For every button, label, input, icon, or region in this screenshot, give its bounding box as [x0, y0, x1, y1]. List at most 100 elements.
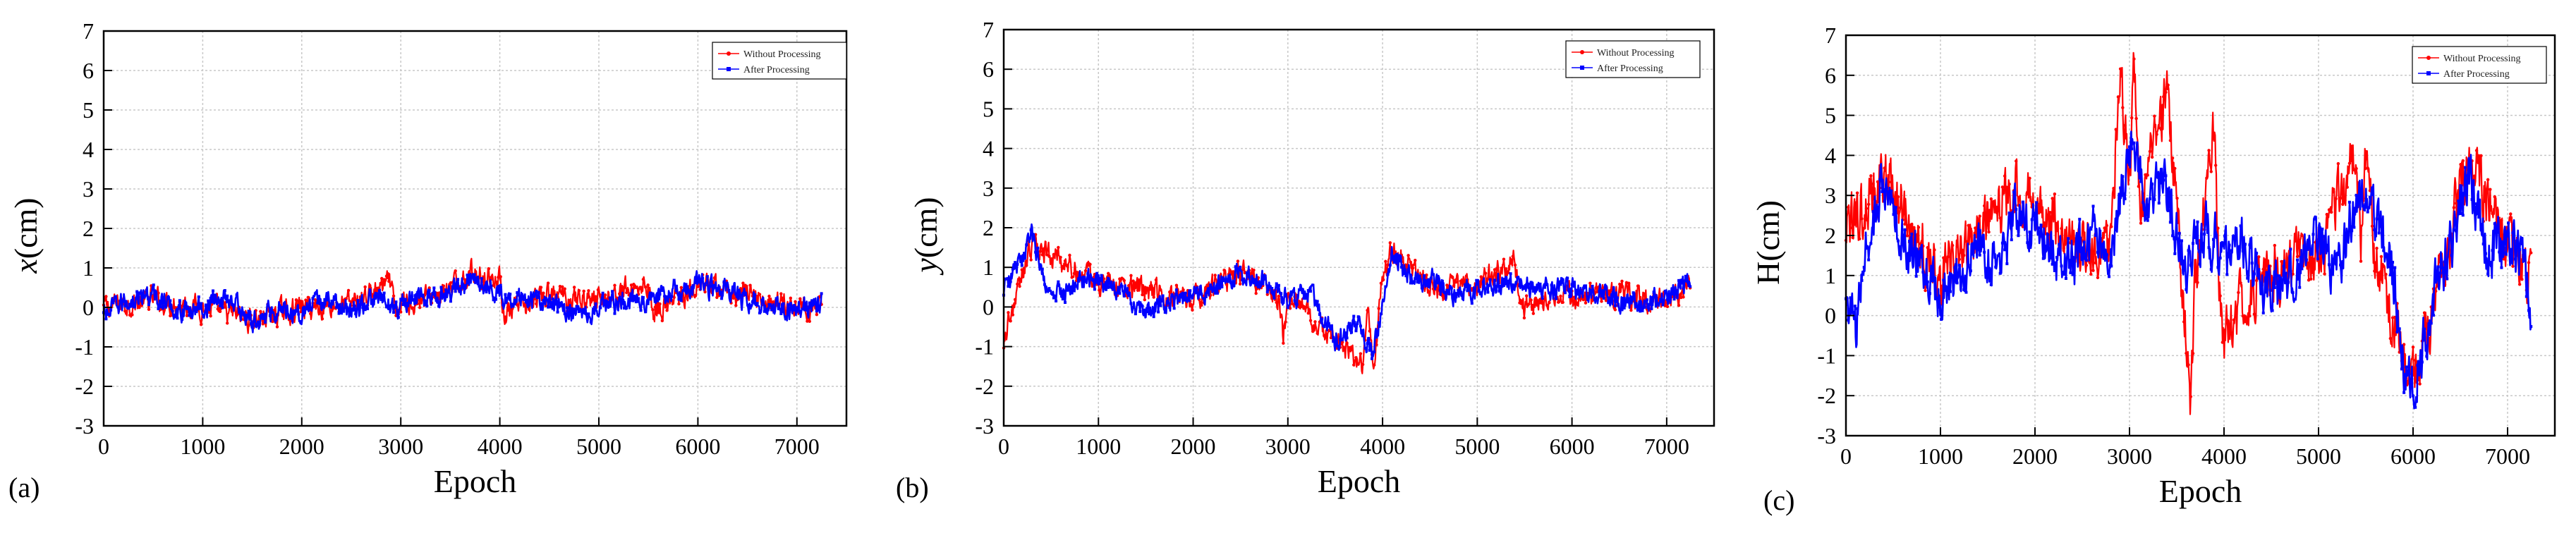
data-point — [1928, 256, 1932, 259]
data-point — [271, 319, 274, 324]
data-point — [1643, 305, 1646, 309]
data-point — [1316, 331, 1319, 336]
data-point — [126, 306, 129, 310]
data-point — [2347, 161, 2352, 165]
data-point — [1996, 209, 2000, 213]
data-point — [2345, 232, 2349, 235]
data-point — [808, 301, 811, 305]
data-point — [273, 308, 277, 312]
data-point — [2436, 265, 2440, 269]
data-point — [2350, 145, 2354, 148]
data-point — [2402, 391, 2406, 394]
data-point — [2472, 174, 2477, 178]
data-point — [1157, 310, 1160, 314]
data-point — [1256, 285, 1260, 288]
data-point — [2234, 310, 2238, 314]
y-tick-label: 7 — [1825, 23, 1836, 48]
data-point — [1111, 284, 1114, 288]
data-point — [618, 296, 621, 300]
legend-marker — [1580, 50, 1584, 54]
data-point — [658, 293, 662, 296]
data-point — [1313, 320, 1317, 324]
data-point — [1095, 271, 1099, 275]
data-point — [679, 286, 684, 290]
data-point — [2246, 316, 2249, 319]
data-point — [1129, 302, 1133, 305]
data-point — [2332, 258, 2335, 262]
data-point — [582, 307, 585, 311]
data-point — [1964, 290, 1968, 294]
data-point — [216, 307, 219, 311]
data-point — [2211, 238, 2215, 241]
data-point — [2155, 133, 2158, 136]
data-point — [190, 315, 193, 319]
data-point — [2096, 276, 2100, 279]
data-point — [634, 286, 638, 290]
data-point — [247, 310, 250, 313]
data-point — [679, 299, 683, 302]
y-tick-label: -1 — [75, 334, 94, 360]
data-point — [2502, 251, 2505, 255]
data-point — [1382, 298, 1385, 302]
data-point — [2196, 281, 2199, 284]
data-point — [1429, 276, 1433, 280]
data-point — [435, 298, 438, 302]
chart-c-svg: 0 1000 2000 3000 4000 5000 6000 7000 -3 -2 -1 0 1 2 3 4… — [1750, 23, 2556, 509]
data-point — [2205, 176, 2209, 180]
data-point — [1559, 283, 1562, 286]
data-point — [494, 280, 498, 283]
data-point — [2395, 330, 2399, 333]
data-point — [2398, 327, 2401, 331]
data-point — [727, 288, 731, 292]
y-axis-title: H(cm) — [1750, 200, 1786, 285]
data-point — [1994, 209, 1998, 213]
data-point — [1395, 252, 1399, 256]
data-point — [1280, 292, 1283, 295]
x-tick-label: 5000 — [1454, 434, 1500, 459]
data-point — [1522, 287, 1526, 290]
data-point — [323, 298, 327, 301]
data-point — [316, 301, 320, 305]
data-point — [577, 289, 581, 293]
data-point — [418, 306, 422, 310]
data-point — [1186, 296, 1190, 300]
data-point — [563, 287, 566, 290]
data-point — [677, 302, 681, 306]
y-tick-label: 5 — [83, 97, 94, 123]
data-point — [1464, 283, 1467, 286]
data-point — [660, 319, 664, 323]
data-point — [1174, 283, 1179, 287]
data-point — [1545, 303, 1549, 307]
data-point — [285, 312, 288, 316]
data-point — [2207, 149, 2211, 152]
data-point — [2157, 126, 2161, 130]
series-line — [1845, 51, 2532, 415]
data-point — [2332, 190, 2335, 194]
data-point — [382, 291, 386, 295]
data-point — [2304, 258, 2308, 262]
data-point — [119, 299, 122, 302]
data-point — [109, 308, 113, 312]
data-point — [249, 322, 253, 326]
data-point — [2252, 312, 2256, 316]
data-point — [1899, 245, 1902, 248]
data-point — [1575, 288, 1579, 292]
data-point — [734, 304, 738, 307]
data-point — [2446, 277, 2449, 281]
data-point — [1241, 278, 1244, 281]
data-point — [2334, 197, 2338, 201]
data-point — [665, 309, 669, 312]
data-point — [1996, 254, 2000, 257]
data-point — [2362, 204, 2365, 207]
data-point — [1211, 288, 1215, 292]
data-point — [1018, 255, 1021, 259]
data-point — [451, 286, 455, 290]
data-point — [2007, 212, 2011, 215]
data-point — [1869, 242, 1873, 245]
data-point — [1862, 266, 1866, 269]
data-point — [1338, 338, 1342, 341]
data-point — [1299, 305, 1304, 309]
data-point — [1297, 288, 1301, 292]
data-point — [138, 291, 141, 295]
data-point — [2101, 248, 2104, 252]
